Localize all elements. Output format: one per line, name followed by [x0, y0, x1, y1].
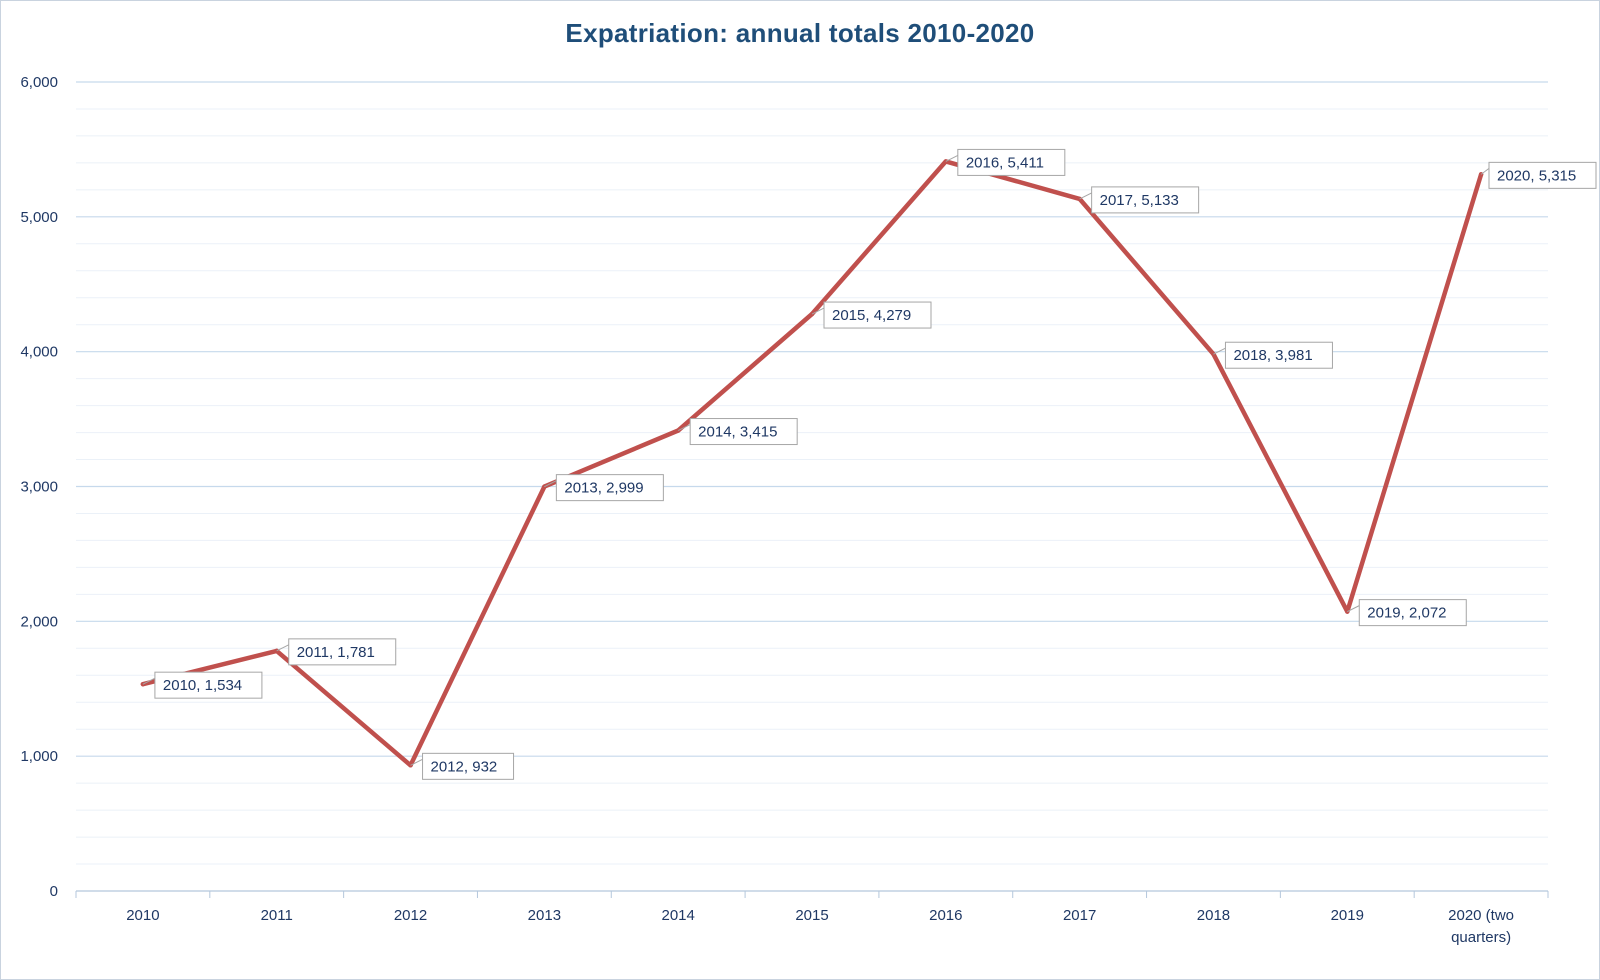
data-label-text: 2013, 2,999	[564, 480, 643, 497]
data-label-box	[823, 301, 932, 329]
data-label-text: 2015, 4,279	[832, 307, 911, 324]
data-label: 2020, 5,315	[1480, 161, 1597, 189]
data-label-leader	[410, 758, 423, 766]
y-tick-label: 6,000	[20, 74, 58, 91]
y-tick-label: 3,000	[20, 479, 58, 496]
data-label-text: 2011, 1,781	[297, 644, 375, 661]
x-tick-label: 2012	[394, 907, 427, 924]
data-label-text: 2014, 3,415	[698, 424, 777, 441]
data-label: 2016, 5,411	[945, 148, 1066, 176]
data-point	[274, 648, 279, 654]
data-label-text: 2016, 5,411	[966, 154, 1044, 171]
x-tick-label: 2016	[929, 907, 962, 924]
data-label-box	[1224, 341, 1333, 369]
y-tick-label: 1,000	[20, 748, 58, 765]
axes: 0 1,000 2,000 3,000 4,000 5,000 6,000 2010 2011 2…	[20, 74, 1549, 946]
data-label-box	[288, 638, 397, 666]
data-label: 2013, 2,999	[544, 474, 664, 502]
y-tick-label: 5,000	[20, 209, 58, 226]
x-tick-label: 2011	[261, 907, 293, 924]
x-tick-label: 2015	[795, 907, 828, 924]
data-label-leader	[1480, 167, 1490, 175]
data-label-leader	[276, 644, 289, 652]
x-tick-label: 2014	[661, 907, 694, 924]
data-label-box	[422, 752, 515, 780]
data-label: 2010, 1,534	[142, 671, 263, 699]
series-line	[140, 159, 1484, 768]
data-labels: 2010, 1,534 2011, 1,781 2012, 932 2013, 2,9…	[142, 148, 1597, 780]
x-tick-label: 2017	[1063, 907, 1096, 924]
data-label-box	[1488, 161, 1597, 189]
data-label-box	[1358, 599, 1467, 627]
y-tick-label: 2,000	[20, 613, 58, 630]
data-label-text: 2017, 5,133	[1100, 192, 1179, 209]
data-label: 2018, 3,981	[1213, 341, 1333, 369]
data-label: 2015, 4,279	[811, 301, 932, 329]
x-tick-label: 2010	[126, 907, 159, 924]
series-line-layer	[140, 159, 1484, 768]
data-label-text: 2019, 2,072	[1367, 605, 1446, 622]
x-tick-label: 2013	[528, 907, 561, 924]
data-label-box	[154, 671, 263, 699]
data-label: 2017, 5,133	[1079, 186, 1200, 214]
data-label-text: 2010, 1,534	[163, 677, 242, 694]
data-label-leader	[811, 307, 825, 315]
data-label-leader	[142, 677, 156, 685]
x-tick-label: 2018	[1197, 907, 1230, 924]
grid-lines	[76, 81, 1548, 865]
data-label-leader	[677, 424, 691, 431]
data-label-leader	[1347, 605, 1360, 613]
data-label-leader	[945, 154, 959, 162]
data-label-text: 2012, 932	[431, 758, 498, 775]
data-label-box	[555, 474, 664, 502]
data-label: 2014, 3,415	[677, 418, 798, 446]
y-tick-label: 4,000	[20, 344, 58, 361]
x-tick-label: 2019	[1331, 907, 1364, 924]
data-label-leader	[544, 480, 557, 488]
data-label: 2012, 932	[410, 752, 515, 780]
y-tick-label: 0	[50, 883, 58, 900]
data-label-leader	[1079, 192, 1092, 200]
data-label-box	[957, 148, 1066, 176]
data-label-text: 2018, 3,981	[1233, 347, 1312, 364]
data-label-text: 2020, 5,315	[1497, 167, 1576, 184]
data-point	[408, 763, 413, 768]
data-label: 2011, 1,781	[276, 638, 397, 666]
data-label-box	[689, 418, 798, 446]
chart-title: Expatriation: annual totals 2010-2020	[565, 18, 1035, 48]
data-label-leader	[1213, 347, 1226, 355]
x-tick-label: 2020 (two quarters)	[1448, 907, 1514, 946]
data-label-box	[1091, 186, 1200, 214]
data-label: 2019, 2,072	[1347, 599, 1467, 627]
